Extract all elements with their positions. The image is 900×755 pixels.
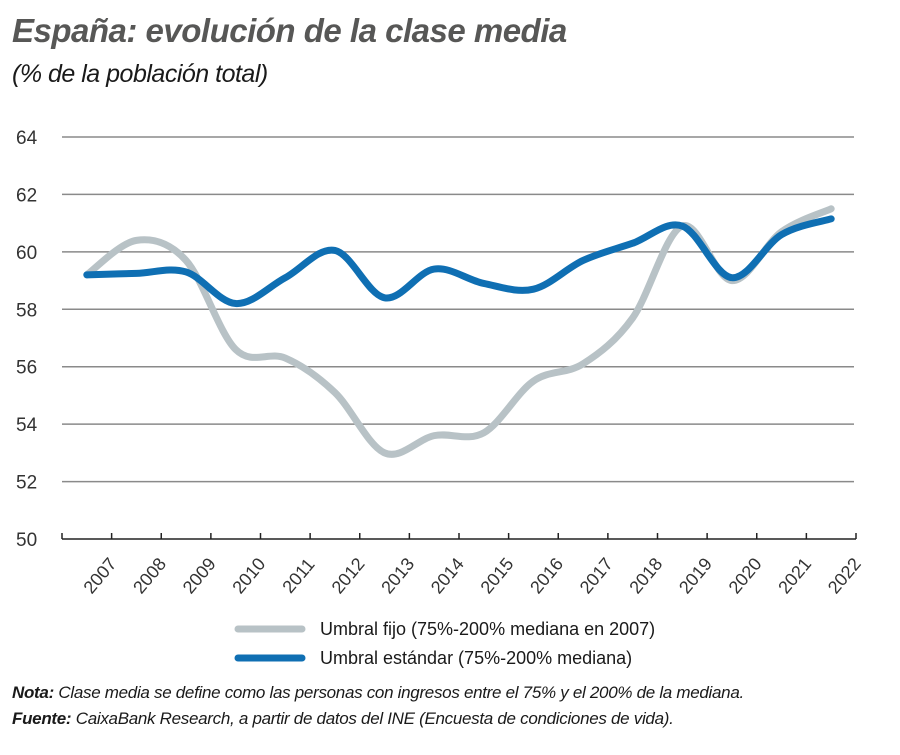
- x-tick-label: 2015: [476, 554, 517, 598]
- chart-title: España: evolución de la clase media: [12, 12, 567, 49]
- x-tick-label: 2011: [278, 554, 318, 597]
- y-tick-label: 50: [16, 530, 37, 551]
- note-label: Nota:: [12, 683, 54, 702]
- series-line-0: [83, 205, 835, 458]
- y-tick-label: 60: [16, 243, 37, 264]
- x-tick-label: 2018: [625, 554, 666, 598]
- x-tick-label: 2016: [526, 554, 567, 598]
- y-tick-label: 62: [16, 185, 37, 206]
- note-text: Clase media se define como las personas …: [58, 683, 744, 702]
- source-text: CaixaBank Research, a partir de datos de…: [75, 709, 674, 728]
- y-tick-label: 54: [16, 415, 38, 436]
- x-tick-label: 2019: [675, 554, 716, 598]
- x-tick-label: 2013: [377, 554, 418, 598]
- y-tick-label: 52: [16, 473, 37, 494]
- series-line-1: [83, 215, 835, 308]
- y-tick-label: 56: [16, 358, 37, 379]
- x-tick-label: 2022: [824, 554, 865, 598]
- x-tick-label: 2007: [79, 554, 120, 598]
- chart-subtitle: (% de la población total): [12, 60, 268, 88]
- legend-label: Umbral estándar (75%-200% mediana): [320, 648, 632, 668]
- x-tick-label: 2012: [328, 554, 369, 598]
- legend-label: Umbral fijo (75%-200% mediana en 2007): [320, 619, 655, 639]
- y-tick-label: 58: [16, 300, 37, 321]
- x-tick-label: 2020: [725, 554, 766, 598]
- x-tick-label: 2014: [427, 554, 468, 598]
- x-tick-label: 2010: [228, 554, 269, 598]
- y-tick-label: 64: [16, 128, 38, 149]
- x-tick-label: 2021: [774, 554, 815, 598]
- x-tick-label: 2017: [576, 554, 617, 598]
- source-label: Fuente:: [12, 709, 72, 728]
- source: Fuente: CaixaBank Research, a partir de …: [12, 709, 674, 729]
- note: Nota: Clase media se define como las per…: [12, 683, 744, 703]
- x-tick-label: 2009: [179, 554, 220, 598]
- x-tick-label: 2008: [129, 554, 170, 598]
